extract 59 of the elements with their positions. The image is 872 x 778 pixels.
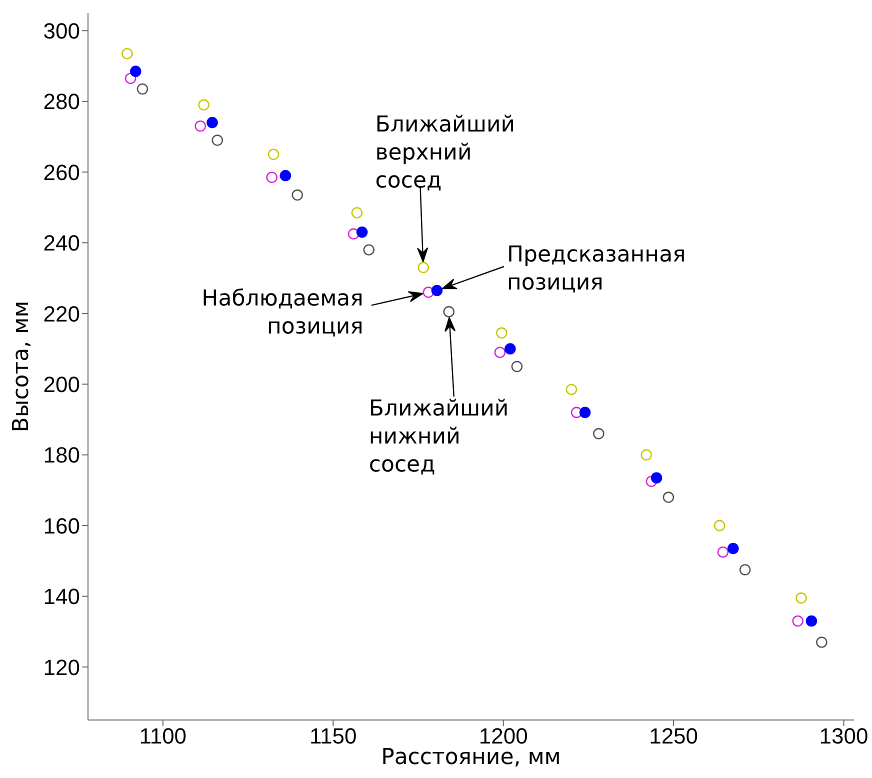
point (348, 228, 360, 240)
point (266, 172, 278, 184)
y-tick-label: 220 (43, 301, 80, 326)
point (418, 262, 429, 274)
point (566, 384, 578, 396)
y-tick-label: 140 (43, 584, 80, 610)
point (356, 226, 368, 238)
point (727, 542, 739, 554)
point (494, 346, 506, 358)
point (593, 428, 604, 440)
point (640, 449, 652, 461)
point (806, 615, 818, 627)
point (292, 189, 304, 201)
point (280, 170, 292, 182)
point (136, 83, 148, 95)
y-tick-label: 280 (43, 89, 80, 114)
y-axis-title: Высота, мм (9, 300, 34, 432)
y-tick-label: 180 (43, 442, 80, 468)
point (739, 564, 751, 576)
y-tick-label: 160 (43, 513, 80, 538)
point (579, 406, 591, 418)
point (363, 244, 375, 256)
point (212, 134, 224, 146)
point (351, 207, 363, 218)
point (792, 615, 804, 627)
point (431, 284, 443, 296)
point (511, 360, 523, 372)
point (504, 343, 516, 354)
point (122, 48, 133, 60)
annotation: Ближайший нижний сосед (368, 396, 509, 478)
point (650, 472, 662, 484)
point (496, 327, 508, 339)
point (714, 520, 726, 532)
x-tick-label: 1150 (309, 724, 357, 749)
y-tick-label: 300 (43, 18, 80, 44)
y-tick-label: 200 (43, 372, 80, 397)
point (130, 66, 142, 77)
point (124, 72, 136, 84)
point (443, 306, 455, 318)
x-tick-label: 1250 (649, 724, 698, 749)
point (268, 148, 280, 160)
x-tick-label: 1300 (819, 724, 868, 749)
y-tick-label: 260 (43, 160, 80, 185)
annotation: Наблюдаемая позиция (202, 286, 364, 340)
annotation: Ближайший верхний сосед (375, 112, 516, 194)
point (422, 286, 434, 298)
point (194, 120, 206, 132)
y-tick-label: 120 (43, 654, 80, 680)
point (570, 406, 582, 418)
point (646, 476, 658, 488)
point (796, 592, 807, 604)
point (816, 636, 828, 648)
point (198, 99, 210, 111)
point (717, 546, 729, 558)
y-tick-label: 240 (43, 230, 80, 256)
annotation: Предсказанная позиция (507, 242, 686, 296)
x-tick-label: 1100 (139, 724, 187, 749)
point (662, 492, 674, 503)
point (206, 116, 218, 128)
